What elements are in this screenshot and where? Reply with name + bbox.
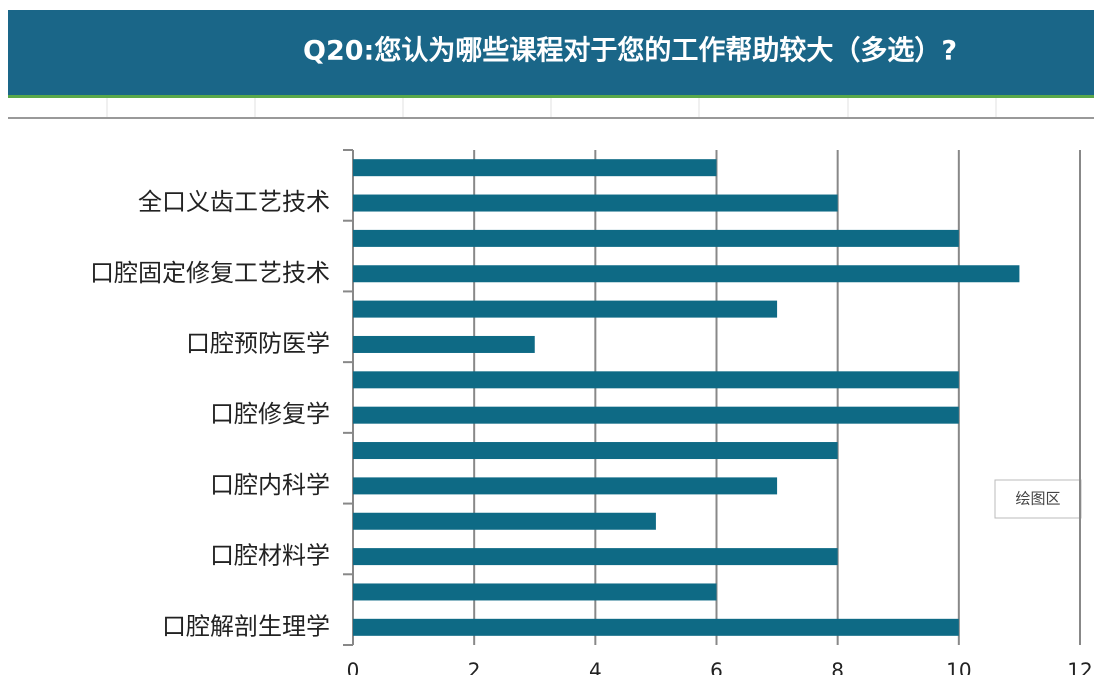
tooltip-box <box>994 479 1082 519</box>
title-bar <box>8 10 1094 95</box>
bar <box>353 477 778 495</box>
bar <box>353 548 838 566</box>
y-tick-label: 口腔内科学 <box>210 471 330 499</box>
bar <box>353 265 1020 283</box>
x-tick-label: 8 <box>831 659 844 675</box>
cell-grid <box>106 98 997 118</box>
bar <box>353 406 959 424</box>
y-tick-label: 口腔修复学 <box>210 400 330 428</box>
x-tick-label: 0 <box>347 659 360 675</box>
x-tick-label: 12 <box>1067 659 1092 675</box>
title-underline <box>8 95 1094 98</box>
bar <box>353 229 959 247</box>
y-tick-label: 全口义齿工艺技术 <box>138 188 330 216</box>
bar <box>353 159 717 177</box>
bar <box>353 371 959 389</box>
bar <box>353 442 838 460</box>
bar <box>353 335 535 353</box>
bar <box>353 194 838 212</box>
x-tick-label: 2 <box>468 659 481 675</box>
bar <box>353 512 656 530</box>
tooltip: 绘图区 <box>1015 490 1060 508</box>
x-tick-label: 6 <box>710 659 723 675</box>
y-tick-label: 口腔解剖生理学 <box>162 612 330 640</box>
y-tick-label: 口腔固定修复工艺技术 <box>90 259 330 287</box>
x-tick-label: 4 <box>589 659 602 675</box>
x-tick-label: 10 <box>946 659 971 675</box>
bar <box>353 583 717 601</box>
chart-title: Q20:您认为哪些课程对于您的工作帮助较大（多选）? <box>303 35 957 67</box>
y-tick-label: 口腔材料学 <box>210 542 330 570</box>
bar <box>353 618 959 636</box>
y-tick-label: 口腔预防医学 <box>186 329 330 357</box>
bar <box>353 300 778 318</box>
